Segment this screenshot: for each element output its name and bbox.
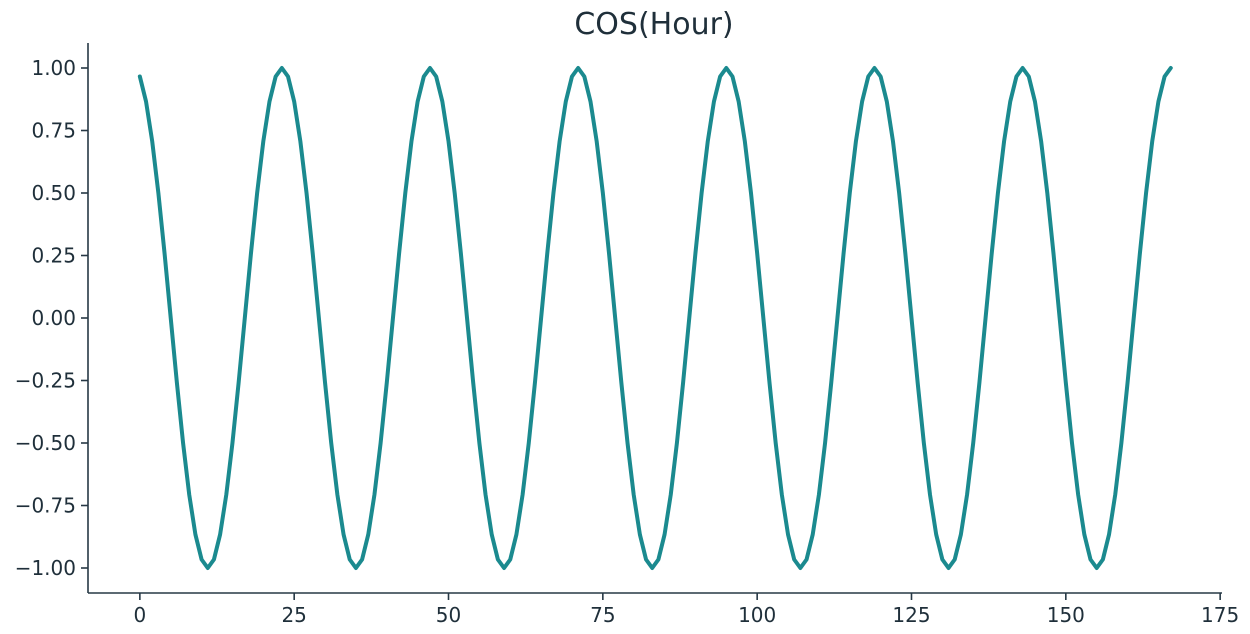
y-tick-label: 0.00 xyxy=(31,306,76,330)
series-line xyxy=(137,66,1173,570)
y-tick-label: −0.50 xyxy=(15,431,76,455)
y-tick-label: −0.25 xyxy=(15,369,76,393)
x-tick-label: 125 xyxy=(892,603,930,627)
x-tick-label: 75 xyxy=(590,603,615,627)
axes: 1.00 0.75 0.50 0.25 0.00 −0.25 −0.50 −0.75 −1.00… xyxy=(15,43,1239,627)
y-tick-label: 1.00 xyxy=(31,56,76,80)
x-tick-label: 50 xyxy=(436,603,461,627)
x-tick-label: 25 xyxy=(281,603,306,627)
series-layer xyxy=(137,66,1173,570)
y-tick-label: 0.75 xyxy=(31,119,76,143)
x-tick-label: 100 xyxy=(738,603,776,627)
x-tick-label: 175 xyxy=(1201,603,1239,627)
y-tick-label: 0.25 xyxy=(31,244,76,268)
x-tick-label: 150 xyxy=(1047,603,1085,627)
y-tick-label: 0.50 xyxy=(31,181,76,205)
chart-title: COS(Hour) xyxy=(574,7,733,42)
y-tick-label: −0.75 xyxy=(15,494,76,518)
x-tick-label: 0 xyxy=(133,603,146,627)
y-tick-label: −1.00 xyxy=(15,556,76,580)
